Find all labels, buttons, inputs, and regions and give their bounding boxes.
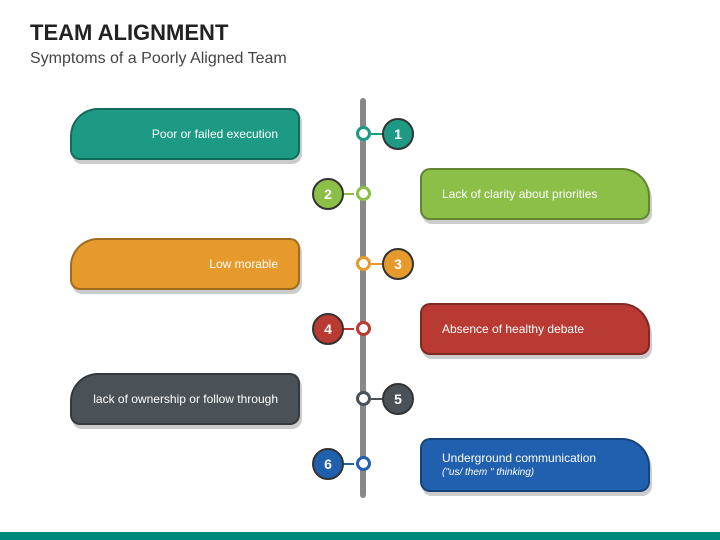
timeline-dot <box>356 391 371 406</box>
item-subtext: ("us/ them " thinking) <box>442 466 534 480</box>
page-title: TEAM ALIGNMENT <box>30 20 690 46</box>
timeline-axis <box>360 98 366 498</box>
timeline-item: lack of ownership or follow through <box>70 373 300 425</box>
item-label: Underground communication <box>442 450 596 466</box>
footer-bar <box>0 532 720 540</box>
timeline-item: Lack of clarity about priorities <box>420 168 650 220</box>
timeline-badge: 3 <box>382 248 414 280</box>
timeline-badge: 2 <box>312 178 344 210</box>
timeline-item: Underground communication("us/ them " th… <box>420 438 650 492</box>
timeline-dot <box>356 456 371 471</box>
page-subtitle: Symptoms of a Poorly Aligned Team <box>30 50 690 68</box>
timeline-canvas: 1 Poor or failed execution 2 Lack of clarit… <box>0 78 720 508</box>
timeline-item: Poor or failed execution <box>70 108 300 160</box>
timeline-item: Absence of healthy debate <box>420 303 650 355</box>
item-label: lack of ownership or follow through <box>93 391 278 407</box>
timeline-badge: 1 <box>382 118 414 150</box>
item-label: Low morable <box>209 256 278 272</box>
item-label: Absence of healthy debate <box>442 321 584 337</box>
item-label: Lack of clarity about priorities <box>442 186 597 202</box>
timeline-dot <box>356 186 371 201</box>
timeline-dot <box>356 321 371 336</box>
timeline-badge: 6 <box>312 448 344 480</box>
timeline-item: Low morable <box>70 238 300 290</box>
timeline-badge: 5 <box>382 383 414 415</box>
timeline-badge: 4 <box>312 313 344 345</box>
timeline-dot <box>356 126 371 141</box>
timeline-dot <box>356 256 371 271</box>
item-label: Poor or failed execution <box>152 126 278 142</box>
